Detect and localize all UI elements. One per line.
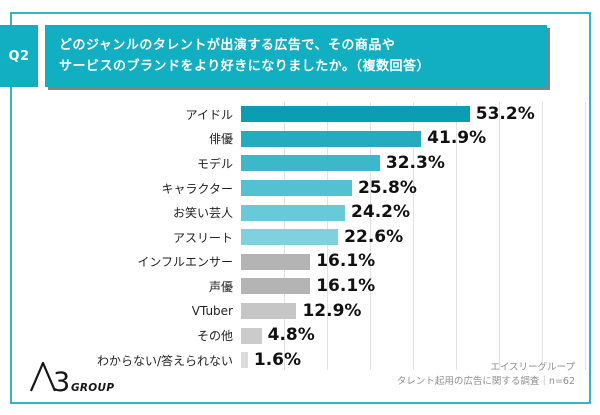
chart-row: わからない/答えられない 1.6% <box>0 348 600 373</box>
value-label: 32.3% <box>385 152 445 173</box>
chart-row: VTuber 12.9% <box>0 299 600 324</box>
value-label: 12.9% <box>302 300 362 321</box>
value-label: 16.1% <box>316 251 376 272</box>
chart-row: その他 4.8% <box>0 323 600 348</box>
a3-logo-mark: 3 GROUP <box>29 360 114 398</box>
category-label: 俳優 <box>208 132 233 147</box>
value-label: 4.8% <box>267 325 315 346</box>
bar <box>241 303 297 320</box>
category-label: 声優 <box>208 279 233 294</box>
bar <box>241 253 311 270</box>
credit-company: エイスリーグループ <box>490 362 575 373</box>
bar-chart: アイドル 53.2% 俳優 41.9% モデル 32.3% キャラクター 25.8% お笑い芸人… <box>0 102 600 373</box>
category-label: VTuber <box>191 304 233 319</box>
value-label: 16.1% <box>316 275 376 296</box>
chart-row: アイドル 53.2% <box>0 102 600 127</box>
question-number: Q2 <box>8 48 30 64</box>
credit-survey-line: タレント起用の広告に関する調査｜n=62 <box>396 376 575 387</box>
chart-row: アスリート 22.6% <box>0 225 600 250</box>
gridline <box>370 102 371 370</box>
gridline <box>585 102 586 370</box>
logo-group-text: GROUP <box>71 382 114 392</box>
bar <box>241 352 248 369</box>
value-label: 1.6% <box>253 349 302 370</box>
bar <box>241 106 470 123</box>
category-label: モデル <box>196 156 233 171</box>
bar <box>241 180 352 197</box>
value-label: 22.6% <box>344 226 404 247</box>
category-label: キャラクター <box>161 181 233 196</box>
category-label: アスリート <box>172 230 233 245</box>
question-text-line2: サービスのブランドをより好きになりましたか。（複数回答） <box>59 59 430 74</box>
category-label: アイドル <box>185 107 233 122</box>
value-label: 25.8% <box>357 177 417 198</box>
gridline <box>542 102 543 370</box>
gridline <box>456 102 457 370</box>
chart-row: インフルエンサー 16.1% <box>0 250 600 275</box>
category-label: インフルエンサー <box>137 255 233 270</box>
chart-row: キャラクター 25.8% <box>0 176 600 201</box>
bar <box>241 130 422 147</box>
a3group-logo: 3 GROUP <box>29 360 114 398</box>
card-border <box>10 12 591 404</box>
chart-row: 声優 16.1% <box>0 274 600 299</box>
question-text-line1: どのジャンルのタレントが出演する広告で、その商品や <box>59 38 396 53</box>
question-header: どのジャンルのタレントが出演する広告で、その商品や サービスのブランドをより好き… <box>45 25 547 87</box>
logo-number: 3 <box>53 367 70 392</box>
chart-row: お笑い芸人 24.2% <box>0 200 600 225</box>
category-label: わからない/答えられない <box>96 353 233 368</box>
value-label: 24.2% <box>351 202 411 223</box>
bar <box>241 327 262 344</box>
question-number-badge: Q2 <box>0 25 38 87</box>
gridline <box>413 102 414 370</box>
gridline <box>499 102 500 370</box>
bar <box>241 155 380 172</box>
value-label: 53.2% <box>475 103 535 124</box>
bar <box>241 229 339 246</box>
value-label: 41.9% <box>427 128 487 149</box>
bar <box>241 204 346 221</box>
survey-credit: エイスリーグループ タレント起用の広告に関する調査｜n=62 <box>397 361 575 389</box>
category-label: その他 <box>196 329 233 344</box>
chart-row: モデル 32.3% <box>0 151 600 176</box>
category-label: お笑い芸人 <box>172 206 233 221</box>
chart-row: 俳優 41.9% <box>0 127 600 152</box>
bar <box>241 278 311 295</box>
